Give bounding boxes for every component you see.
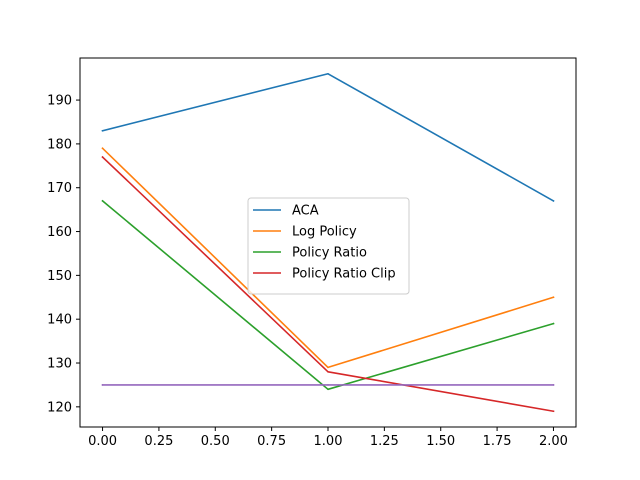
series-point-2-1 [327,388,329,391]
y-tick-label: 150 [47,269,72,284]
series-point-3-1 [327,370,329,373]
y-tick-label: 180 [47,137,72,152]
y-tick-label: 140 [47,313,72,328]
legend: ACA Log Policy Policy Ratio Policy Ratio Cl… [247,197,410,295]
x-tick-label: 2.00 [539,434,568,449]
series-point-4-2 [552,384,555,386]
series-point-0-2 [552,200,555,202]
y-tick-label: 190 [47,94,72,109]
x-tick-label: 0.25 [144,434,173,449]
x-tick-label: 1.50 [426,434,455,449]
series-point-2-0 [101,200,104,202]
series-point-0-1 [327,72,329,75]
y-tick-label: 170 [47,181,72,196]
series-point-0-0 [101,129,104,132]
y-axis: 120 130 140 150 160 170 180 190 [47,94,80,415]
legend-box [247,197,410,295]
legend-label: ACA [292,204,319,219]
y-tick-label: 130 [47,357,72,372]
legend-label: Log Policy [292,225,357,240]
x-tick-label: 0.50 [201,434,230,449]
x-tick-label: 0.75 [257,434,286,449]
x-tick-label: 1.75 [483,434,512,449]
series-point-2-2 [552,322,555,325]
y-tick-label: 160 [47,225,72,240]
series-point-3-2 [552,410,555,413]
series-point-1-0 [101,147,104,150]
series-point-3-0 [101,156,104,158]
x-tick-label: 1.25 [370,434,399,449]
x-tick-label: 1.00 [314,434,343,449]
y-tick-label: 120 [47,400,72,415]
series-point-1-2 [552,296,555,299]
series-layer [101,72,555,413]
series-point-4-1 [327,384,329,386]
series-point-1-1 [327,366,329,369]
x-tick-label: 0.00 [88,434,117,449]
legend-label: Policy Ratio Clip [292,267,396,282]
x-axis: 0.00 0.25 0.50 0.75 1.00 1.25 1.50 1.75 2.00 [88,427,568,449]
series-point-4-0 [101,384,104,386]
legend-label: Policy Ratio [292,246,367,261]
